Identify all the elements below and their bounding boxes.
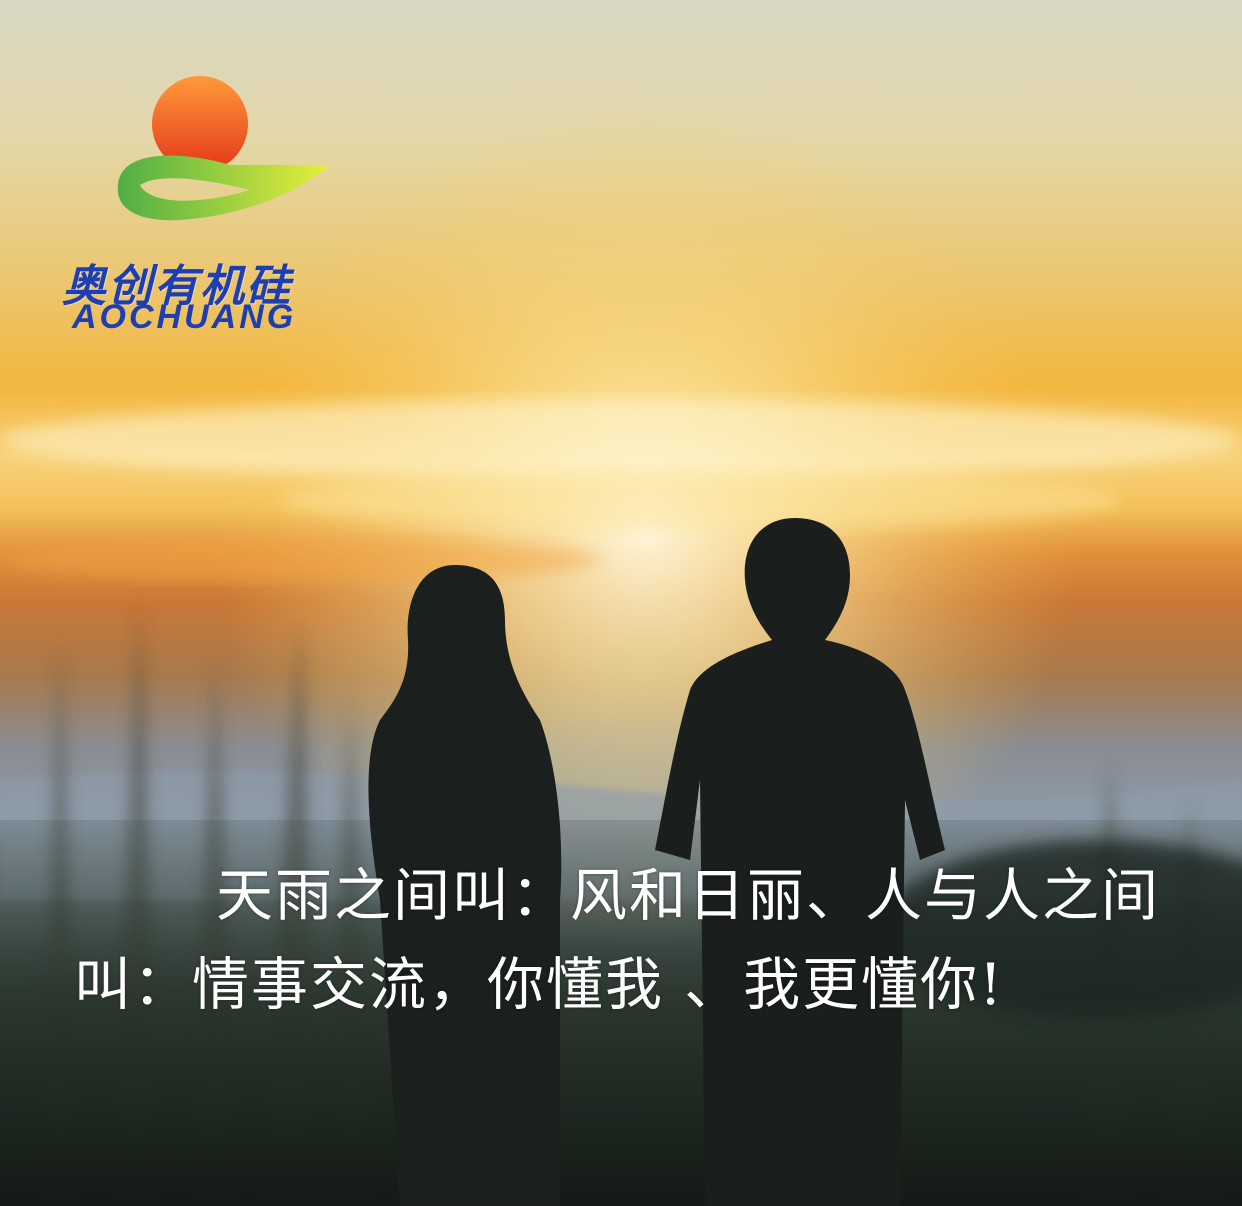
logo-english-name: AOCHUANG <box>72 298 297 336</box>
company-logo: 奥创有机硅 AOCHUANG <box>60 70 390 340</box>
caption-text: 天雨之间叫：风和日丽、人与人之间叫：情事交流，你懂我 、我更懂你! <box>74 863 1160 1018</box>
woman-silhouette <box>368 565 562 1206</box>
logo-chinese-name: 奥创有机硅 <box>62 261 292 312</box>
man-silhouette <box>655 518 945 1206</box>
logo-mark <box>117 76 330 221</box>
